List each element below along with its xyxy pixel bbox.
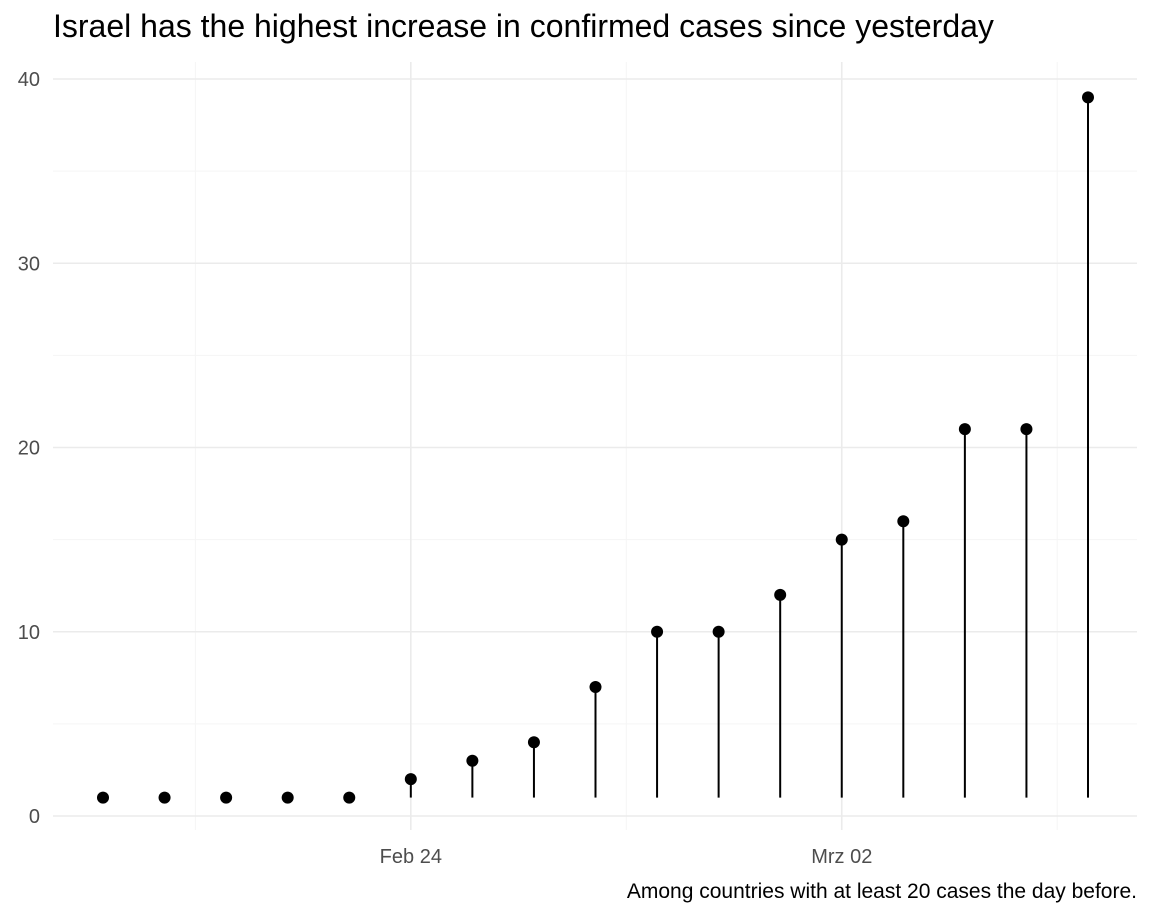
lollipop-point [220,791,233,804]
major-gridlines [53,62,1137,830]
lollipop-point [1020,423,1033,436]
lollipop-point [97,791,109,804]
chart-caption: Among countries with at least 20 cases t… [626,880,1137,903]
minor-gridlines [53,62,1137,830]
y-tick-label: 20 [18,438,40,460]
lollipop-point [466,754,479,767]
lollipop-point [281,791,294,804]
y-tick-label: 40 [18,69,40,91]
lollipop-stems [409,97,1089,798]
lollipop-point [897,515,910,528]
lollipop-point [651,625,664,638]
lollipop-points [97,91,1094,804]
y-tick-label: 0 [29,806,40,828]
lollipop-point [158,791,171,804]
lollipop-point [774,588,787,601]
x-axis-tick-labels: Feb 24 Mrz 02 [380,846,873,868]
lollipop-point [404,773,417,786]
lollipop-point [527,736,540,749]
x-tick-label: Feb 24 [380,846,442,868]
chart-title: Israel has the highest increase in confi… [53,8,994,44]
lollipop-point [958,423,971,436]
lollipop-point [835,533,848,546]
y-axis-tick-labels: 0 10 20 30 40 [18,69,40,828]
lollipop-point [1082,91,1094,104]
lollipop-point [712,625,725,638]
lollipop-point [343,791,356,804]
lollipop-point [589,681,602,694]
y-tick-label: 30 [18,253,40,275]
y-tick-label: 10 [18,622,40,644]
x-tick-label: Mrz 02 [811,846,872,868]
